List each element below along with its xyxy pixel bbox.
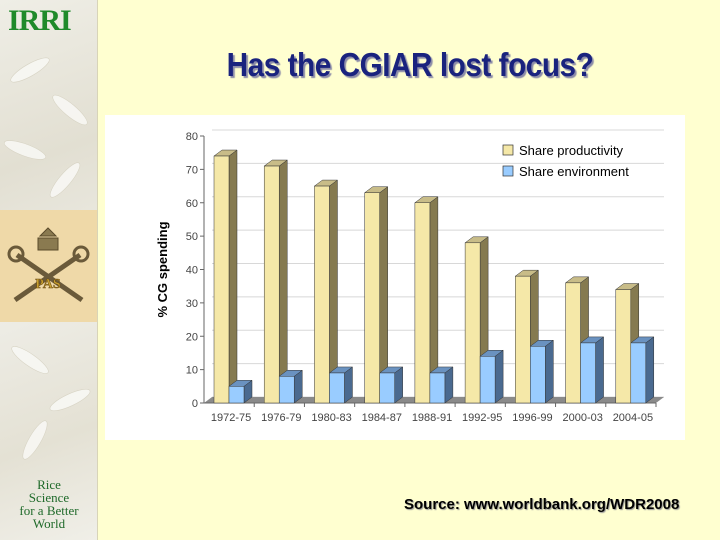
bar-productivity <box>313 179 339 404</box>
bar-front <box>565 282 581 404</box>
x-tick-label: 2000-03 <box>562 412 602 424</box>
y-tick-label: 50 <box>186 231 198 243</box>
source-text: Source: www.worldbank.org/WDR2008 <box>404 496 680 513</box>
y-tick-label: 60 <box>186 198 198 210</box>
bar-side <box>228 149 238 404</box>
pas-emblem: PAS <box>0 210 97 322</box>
bar-front <box>414 202 431 404</box>
left-decorative-strip: PAS IRRI Rice Science for a Better World <box>0 0 98 540</box>
bar-front <box>515 275 531 404</box>
y-axis-label: % CG spending <box>155 221 170 317</box>
y-tick-label: 20 <box>186 331 198 343</box>
x-tick-label: 1988-91 <box>412 412 452 424</box>
bar-environment <box>529 339 555 404</box>
x-tick-label: 1980-83 <box>311 412 351 424</box>
bar-productivity <box>363 186 389 404</box>
bar-front <box>479 356 496 404</box>
rice-science-logo: Rice Science for a Better World <box>8 478 90 530</box>
x-tick-label: 1996-99 <box>512 412 552 424</box>
bar-environment <box>579 336 605 404</box>
bar-side <box>278 159 288 404</box>
bar-environment <box>278 369 303 404</box>
y-tick-label: 80 <box>186 131 198 143</box>
logo-line: for a Better <box>19 503 79 518</box>
x-tick-label: 1972-75 <box>211 412 251 424</box>
irri-logo: IRRI <box>8 4 72 37</box>
x-tick-label: 2004-05 <box>613 412 653 424</box>
x-tick-label: 1992-95 <box>462 412 502 424</box>
legend-swatch <box>502 144 514 156</box>
bar-productivity <box>213 149 238 404</box>
bar-productivity <box>263 159 288 404</box>
pas-text: PAS <box>35 277 61 292</box>
rice-grain-texture <box>3 57 91 460</box>
bar-front <box>615 289 632 404</box>
bar-front <box>464 242 481 404</box>
chart-container: 0 10 20 30 40 50 60 70 80 % CG spending 1972-75 197… <box>105 115 685 440</box>
y-tick-label: 70 <box>186 164 198 176</box>
legend-label: Share productivity <box>519 143 624 158</box>
bar-front <box>263 165 280 404</box>
y-tick-label: 30 <box>186 298 198 310</box>
logo-line: Rice <box>37 477 61 492</box>
bar-front <box>329 372 345 404</box>
bar-front <box>213 155 230 404</box>
x-tick-label: 1976-79 <box>261 412 301 424</box>
y-tick-label: 10 <box>186 365 198 377</box>
logo-line: Science <box>28 490 70 505</box>
bar-environment <box>479 349 504 404</box>
bar-environment <box>328 366 354 404</box>
bar-front <box>379 372 395 404</box>
bar-side <box>494 349 504 404</box>
bar-productivity <box>414 196 439 404</box>
legend-swatch <box>502 165 514 177</box>
bar-environment <box>228 379 253 404</box>
bar-environment <box>378 366 404 404</box>
y-tick-label: 40 <box>186 265 198 277</box>
bar-front <box>278 376 295 404</box>
x-tick-label: 1984-87 <box>362 412 402 424</box>
bar-front <box>630 342 647 404</box>
legend-label: Share environment <box>519 164 629 179</box>
bar-productivity <box>514 269 540 404</box>
bar-front <box>580 342 596 404</box>
bar-side <box>545 339 554 404</box>
logo-line: World <box>32 516 66 531</box>
bar-chart: 0 10 20 30 40 50 60 70 80 % CG spending 1972-75 197… <box>155 129 664 424</box>
bar-front <box>314 185 330 404</box>
bar-environment <box>630 336 655 404</box>
slide-title: Has the CGIAR lost focus? <box>226 46 594 83</box>
bar-side <box>645 336 655 404</box>
y-tick-label: 0 <box>192 398 198 410</box>
bar-front <box>228 386 245 404</box>
bar-front <box>530 346 546 404</box>
bar-front <box>429 372 446 404</box>
bar-side <box>595 336 604 404</box>
bar-environment <box>429 366 454 404</box>
bar-front <box>364 192 380 404</box>
